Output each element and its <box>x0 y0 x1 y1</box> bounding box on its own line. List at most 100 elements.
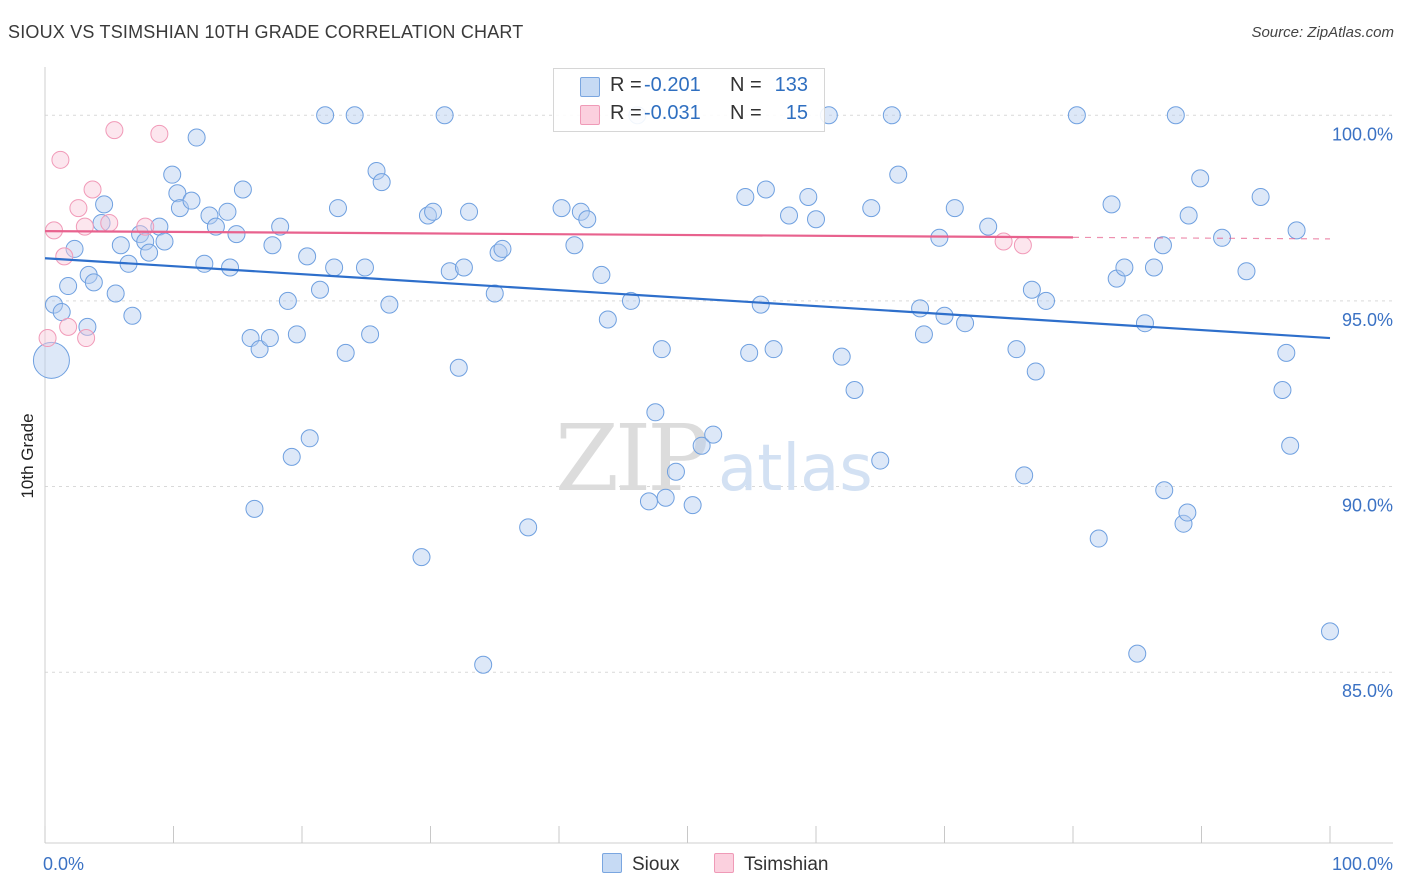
sioux-point <box>316 106 335 125</box>
y-tick-label: 90.0% <box>1342 496 1393 516</box>
sioux-point <box>979 217 998 236</box>
sioux-point <box>367 161 386 180</box>
sioux-point <box>32 341 70 379</box>
sioux-point <box>328 199 347 218</box>
sioux-point <box>592 265 611 284</box>
tsimshian-point <box>105 121 124 140</box>
sioux-point <box>1321 622 1339 641</box>
gridlines <box>45 114 1393 673</box>
sioux-point <box>233 180 252 199</box>
sioux-legend-label: Sioux <box>632 854 680 875</box>
trend-lines <box>44 230 1331 340</box>
axes <box>44 67 1393 844</box>
sioux-point <box>598 310 617 329</box>
r-label: R = <box>610 74 642 96</box>
tsimshian-point <box>38 329 57 348</box>
sioux-point <box>666 462 685 481</box>
sioux-point <box>1115 258 1134 277</box>
tsimshian-point <box>75 217 94 236</box>
sioux-point <box>1089 529 1108 548</box>
sioux-point <box>1191 169 1210 188</box>
chart-title: SIOUX VS TSIMSHIAN 10TH GRADE CORRELATIO… <box>8 22 524 42</box>
sioux-point <box>862 199 881 218</box>
sioux-point <box>889 165 908 184</box>
sioux-point <box>578 210 597 229</box>
sioux-point <box>424 202 443 221</box>
sioux-point <box>187 128 206 147</box>
sioux-point <box>136 232 155 251</box>
sioux-point <box>345 106 364 125</box>
bottom-legend-sioux: Sioux <box>602 853 680 876</box>
sioux-point <box>1102 195 1121 214</box>
sioux-point <box>310 280 329 299</box>
source-label: Source: ZipAtlas.com <box>1251 24 1394 41</box>
sioux-point <box>736 187 755 206</box>
sioux-point <box>756 180 775 199</box>
tick-labels: 85.0% 90.0% 95.0% 100.0% 0.0% 100.0% <box>43 124 1393 874</box>
sioux-point <box>1179 206 1198 225</box>
watermark: ZIP atlas <box>555 405 873 512</box>
sioux-point <box>380 295 399 314</box>
sioux-trend-line <box>44 257 1331 340</box>
tsimshian-legend-label: Tsimshian <box>744 854 829 875</box>
sioux-point <box>935 306 954 325</box>
sioux-point <box>1026 362 1045 381</box>
sioux-point <box>945 199 964 218</box>
sioux-point <box>361 325 380 344</box>
sioux-point <box>1277 343 1296 362</box>
sioux-point <box>460 202 479 221</box>
sioux-point <box>355 258 374 277</box>
sioux-point <box>282 447 301 466</box>
sioux-point <box>454 258 473 277</box>
sioux-point <box>123 306 142 325</box>
sioux-point <box>871 451 890 470</box>
sioux-point <box>325 258 344 277</box>
sioux-point <box>206 217 225 236</box>
tsimshian-point <box>59 317 78 336</box>
sioux-point <box>218 202 237 221</box>
sioux-point <box>298 247 317 266</box>
sioux-point <box>552 199 571 218</box>
sioux-point <box>474 655 493 674</box>
sioux-point <box>1178 503 1197 522</box>
sioux-point <box>52 303 71 322</box>
sioux-point <box>449 358 468 377</box>
sioux-n-value: 133 <box>774 74 808 96</box>
sioux-point <box>1007 340 1026 359</box>
tsimshian-trend-line <box>44 230 1074 239</box>
sioux-point <box>111 236 130 255</box>
sioux-r-value: -0.201 <box>644 74 701 96</box>
sioux-point <box>1144 258 1163 277</box>
sioux-point <box>336 343 355 362</box>
sioux-point <box>493 239 512 258</box>
sioux-point <box>440 262 459 281</box>
sioux-point <box>930 228 949 247</box>
x-tick-label-min: 0.0% <box>43 854 84 874</box>
sioux-point <box>287 325 306 344</box>
sioux-point <box>1251 187 1270 206</box>
sioux-point <box>95 195 114 214</box>
sioux-point <box>764 340 783 359</box>
sioux-point <box>1067 106 1086 125</box>
stats-legend: R = -0.201 N = 133 R = -0.031 N = 15 <box>553 68 825 132</box>
sioux-point <box>263 236 282 255</box>
sioux-point <box>106 284 125 303</box>
tsimshian-point <box>1013 236 1032 255</box>
sioux-point <box>221 258 240 277</box>
sioux-point <box>1174 514 1193 533</box>
sioux-point <box>807 210 825 229</box>
tsimshian-point <box>83 180 102 199</box>
sioux-point <box>571 202 590 221</box>
sioux-point <box>260 329 279 348</box>
sioux-point <box>845 381 864 400</box>
sioux-point <box>621 291 640 310</box>
tsimshian-point <box>100 213 119 232</box>
sioux-point <box>195 254 214 273</box>
tsimshian-point <box>55 247 74 266</box>
sioux-points <box>32 106 1339 674</box>
tsimshian-point <box>994 232 1013 251</box>
sioux-point <box>780 206 799 225</box>
tsimshian-point <box>69 199 88 218</box>
sioux-point <box>740 343 759 362</box>
